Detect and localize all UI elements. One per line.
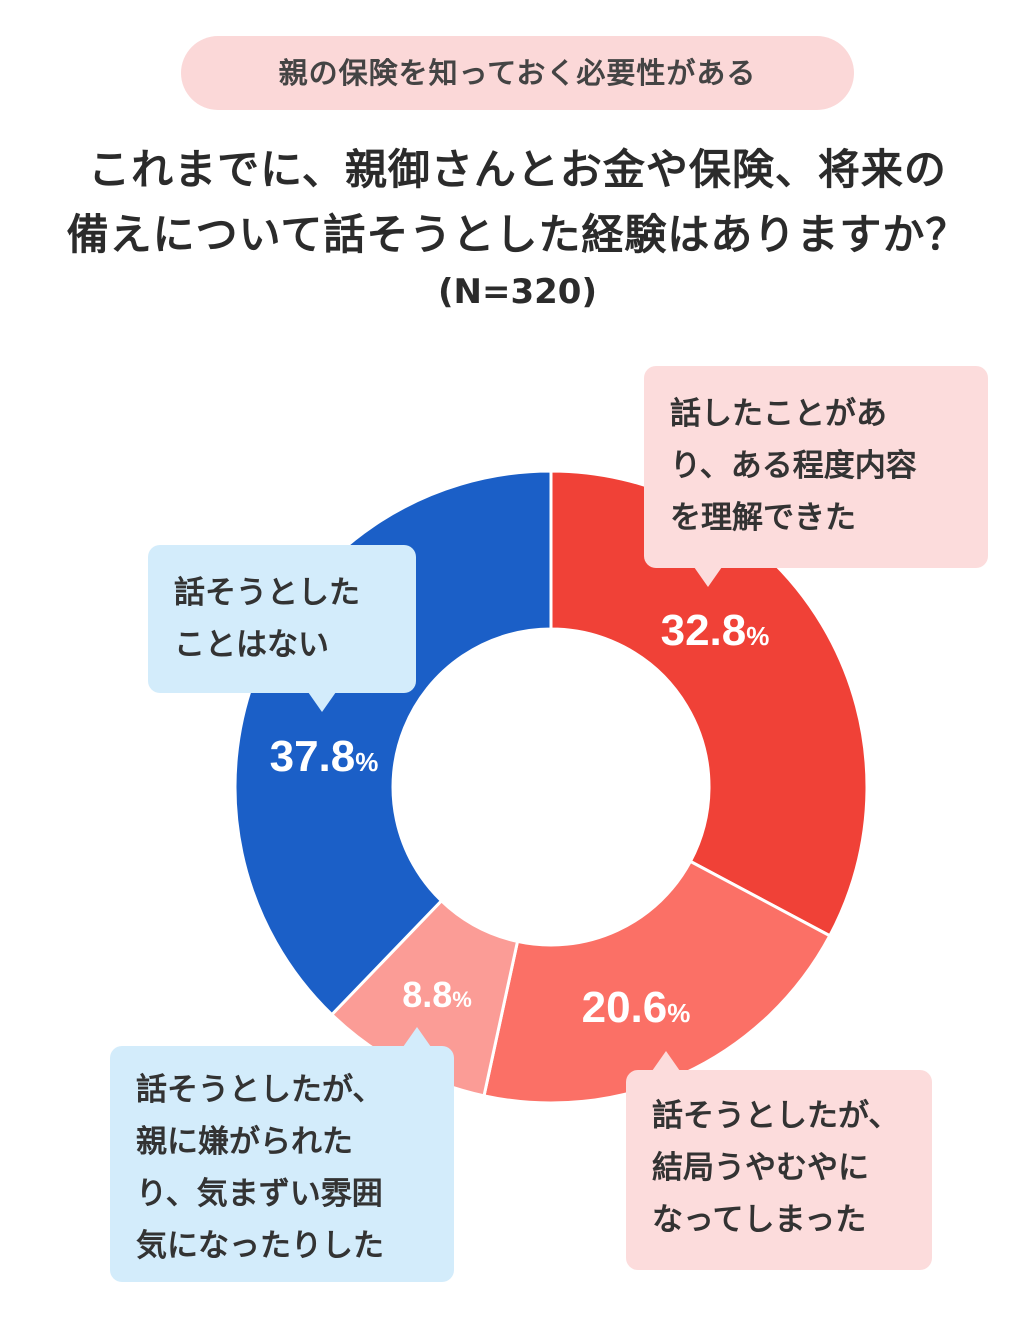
callout-never-pointer xyxy=(308,692,336,712)
slice-label-vague: 20.6% xyxy=(582,983,691,1032)
chart-title-line-1: これまでに、親御さんとお金や保険、将来の xyxy=(88,145,947,194)
slice-label-understood: 32.8% xyxy=(661,606,770,655)
slice-vague xyxy=(482,859,832,1105)
callout-disliked-pointer xyxy=(403,1027,431,1047)
callout-understood: 話したことがあ り、ある程度内容 を理解できた xyxy=(644,366,988,568)
callout-never: 話そうとした ことはない xyxy=(148,545,416,693)
topic-tag: 親の保険を知っておく必要性がある xyxy=(181,36,854,110)
sample-size: (N=320) xyxy=(438,272,597,312)
callout-vague: 話そうとしたが、 結局うやむやに なってしまった xyxy=(626,1070,932,1270)
callout-disliked: 話そうとしたが、 親に嫌がられた り、気まずい雰囲 気になったりした xyxy=(110,1046,454,1282)
callout-understood-pointer xyxy=(694,567,722,587)
chart-title-line-2: 備えについて話そうとした経験はありますか？ xyxy=(66,210,969,259)
slice-label-disliked: 8.8% xyxy=(402,974,472,1015)
slice-label-never: 37.8% xyxy=(270,732,379,781)
callout-vague-pointer xyxy=(652,1051,680,1071)
